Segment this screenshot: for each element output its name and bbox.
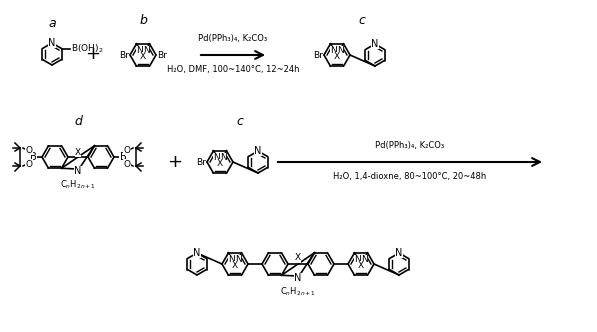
Text: N: N	[361, 255, 368, 264]
Text: Br: Br	[119, 50, 129, 59]
Text: H₂O, DMF, 100~140°C, 12~24h: H₂O, DMF, 100~140°C, 12~24h	[167, 65, 299, 74]
Text: +: +	[168, 153, 183, 171]
Text: X: X	[75, 147, 81, 156]
Text: H₂O, 1,4-dioxne, 80~100°C, 20~48h: H₂O, 1,4-dioxne, 80~100°C, 20~48h	[333, 172, 487, 181]
Text: O: O	[124, 159, 131, 169]
Text: B(OH)$_2$: B(OH)$_2$	[70, 42, 103, 55]
Text: X: X	[232, 261, 238, 270]
Text: X: X	[140, 52, 146, 61]
Text: Br: Br	[313, 50, 323, 59]
Text: N: N	[330, 46, 337, 55]
Text: N: N	[193, 248, 201, 258]
Text: N: N	[213, 153, 220, 162]
Text: N: N	[235, 255, 242, 264]
Text: X: X	[217, 159, 223, 168]
Text: N: N	[355, 255, 361, 264]
Text: N: N	[136, 46, 143, 55]
Text: C$_n$H$_{2n+1}$: C$_n$H$_{2n+1}$	[280, 285, 316, 297]
Text: N: N	[143, 46, 150, 55]
Text: N: N	[395, 248, 403, 258]
Text: O: O	[124, 145, 131, 154]
Text: N: N	[229, 255, 235, 264]
Text: B: B	[119, 152, 127, 162]
Text: O: O	[26, 159, 32, 169]
Text: N: N	[74, 166, 82, 176]
Text: c: c	[236, 115, 244, 128]
Text: Br: Br	[196, 157, 206, 167]
Text: a: a	[48, 17, 56, 30]
Text: N: N	[294, 273, 301, 283]
Text: b: b	[139, 14, 147, 27]
Text: X: X	[295, 254, 301, 263]
Text: C$_n$H$_{2n+1}$: C$_n$H$_{2n+1}$	[60, 178, 96, 191]
Text: Br: Br	[157, 50, 167, 59]
Text: X: X	[334, 52, 340, 61]
Text: d: d	[74, 115, 82, 128]
Text: Pd(PPh₃)₄, K₂CO₃: Pd(PPh₃)₄, K₂CO₃	[376, 141, 445, 150]
Text: Pd(PPh₃)₄, K₂CO₃: Pd(PPh₃)₄, K₂CO₃	[198, 34, 267, 43]
Text: c: c	[359, 14, 365, 27]
Text: N: N	[371, 39, 378, 49]
Text: N: N	[220, 153, 227, 162]
Text: +: +	[85, 45, 100, 63]
Text: B: B	[30, 152, 36, 162]
Text: N: N	[48, 38, 56, 48]
Text: X: X	[358, 261, 364, 270]
Text: N: N	[254, 146, 261, 156]
Text: O: O	[26, 145, 32, 154]
Text: N: N	[337, 46, 344, 55]
